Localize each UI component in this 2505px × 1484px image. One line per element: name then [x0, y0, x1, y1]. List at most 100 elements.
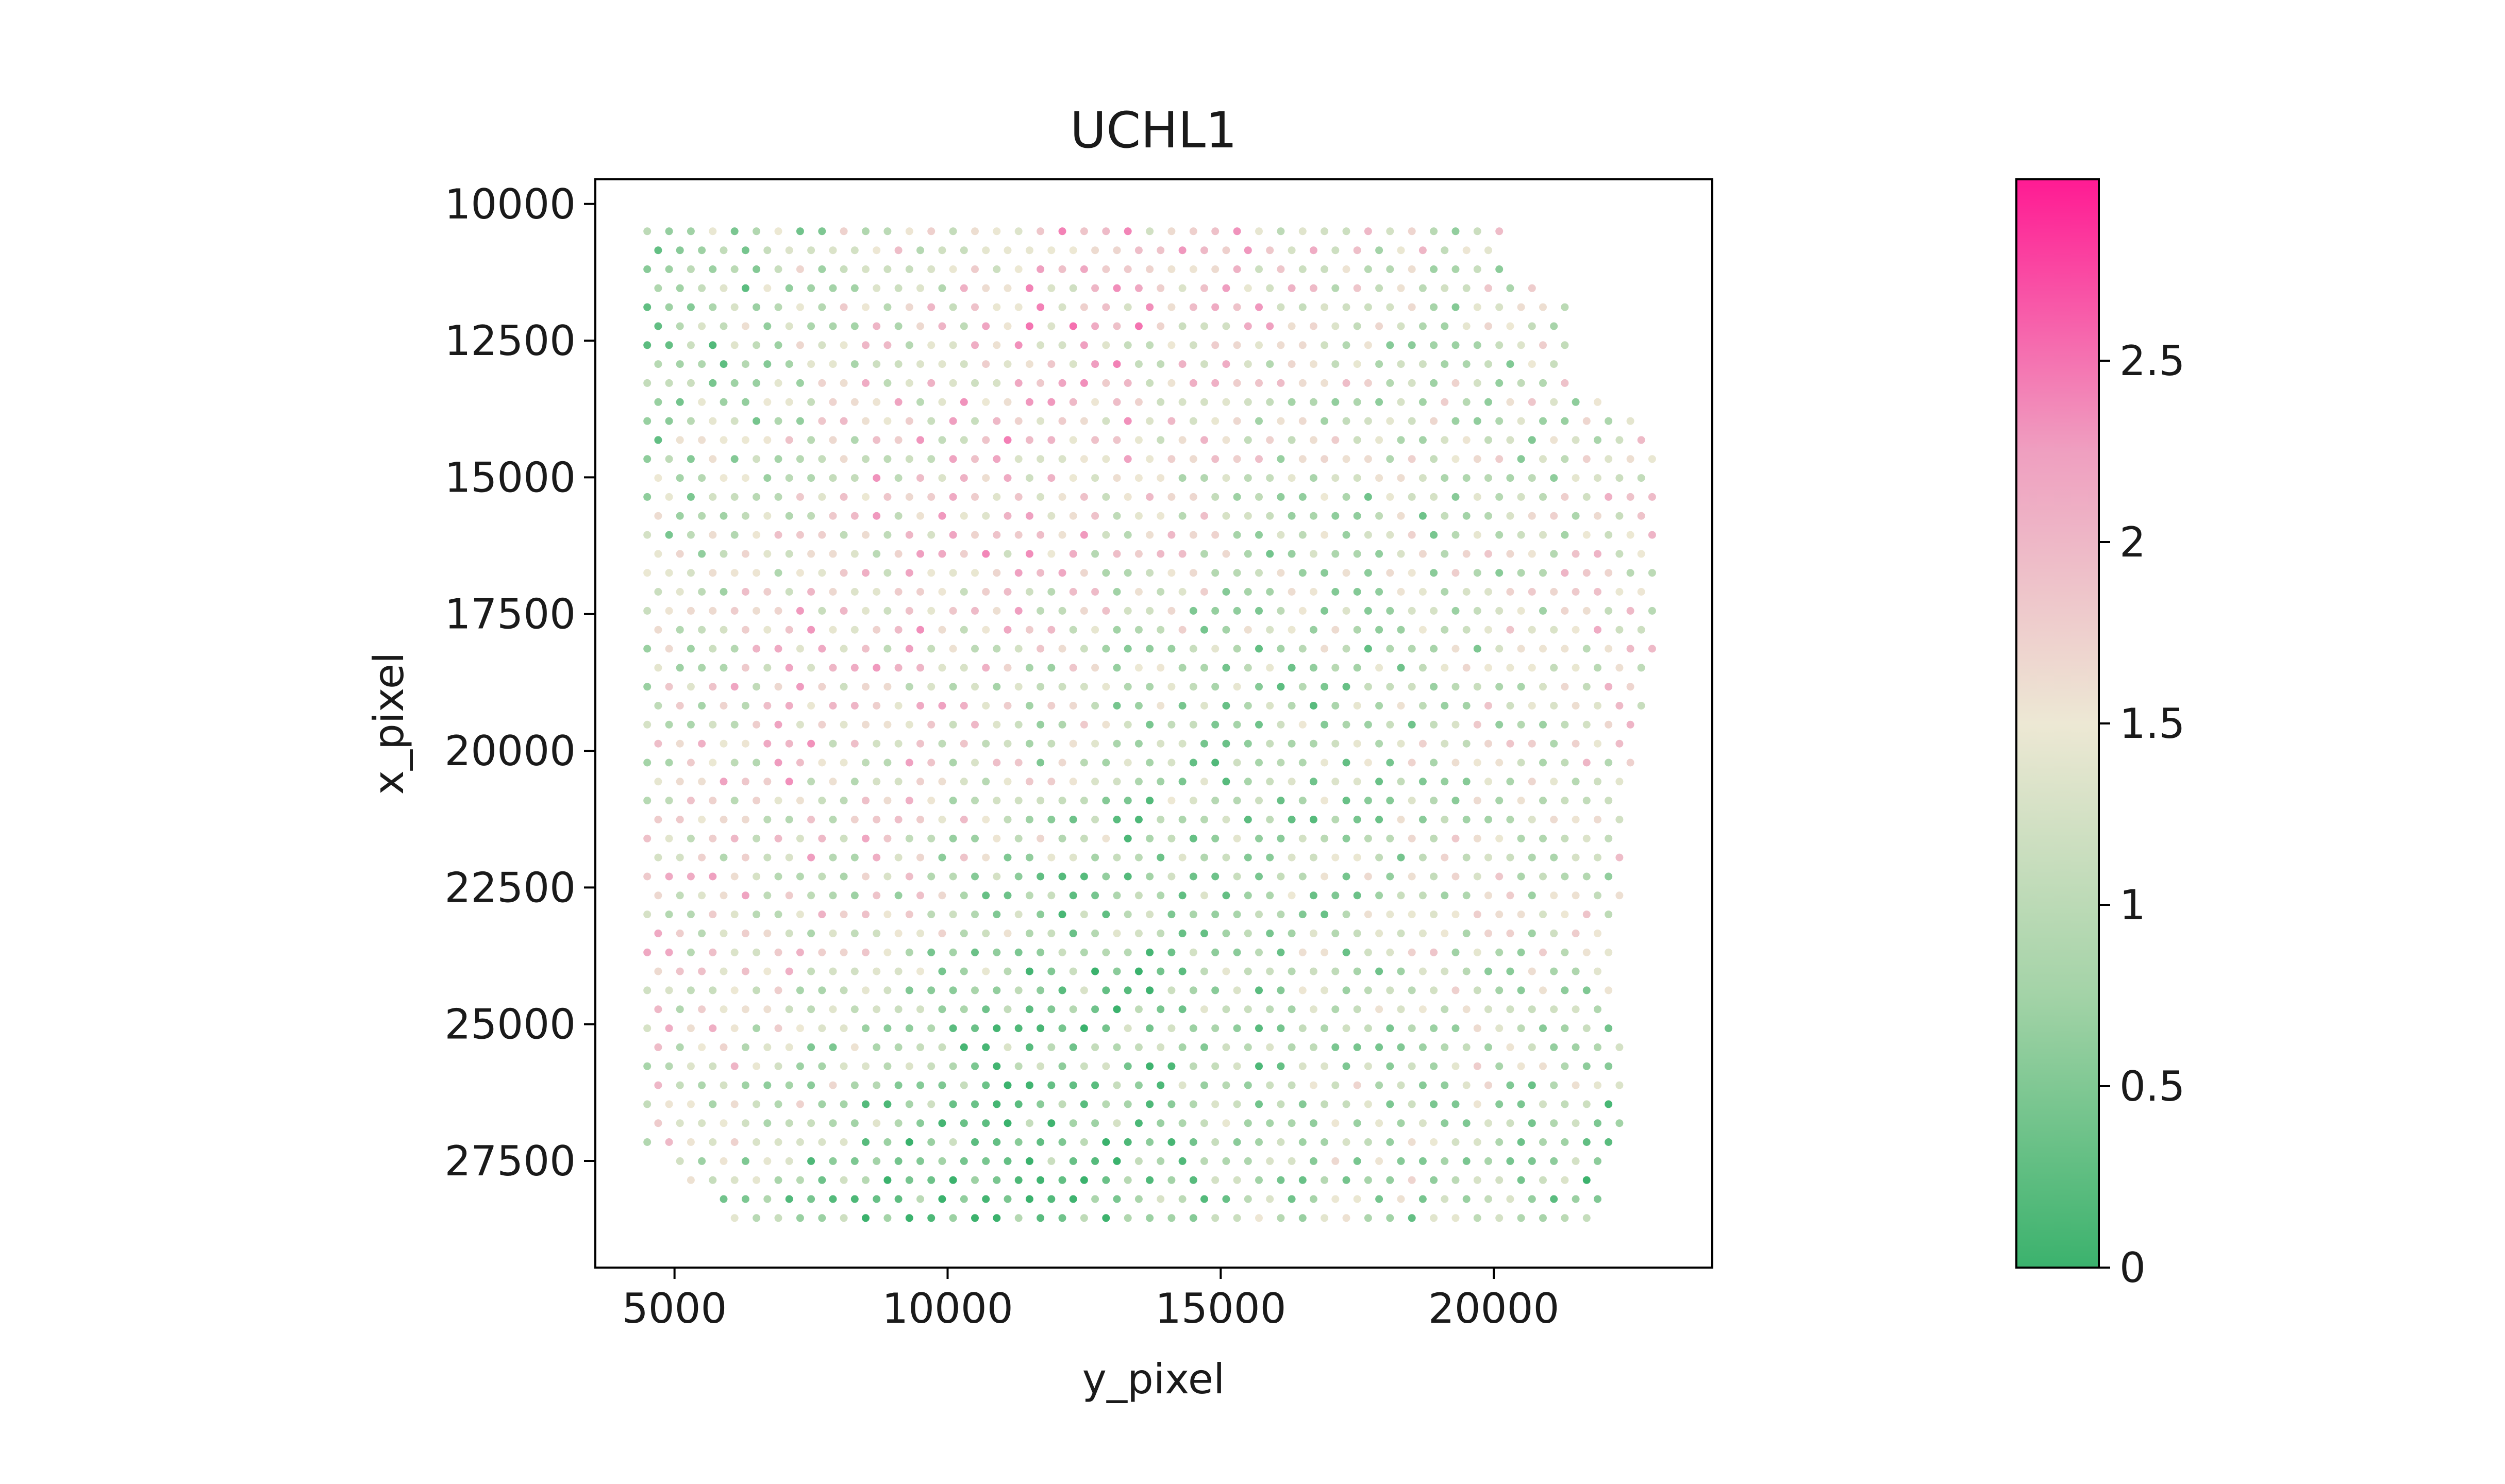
spot [774, 910, 782, 919]
spot [1353, 246, 1361, 255]
spot [1539, 948, 1547, 956]
spot [1167, 645, 1176, 653]
spot [1331, 739, 1340, 748]
spot [1178, 1005, 1187, 1014]
spot [730, 872, 739, 881]
spot [1462, 1157, 1471, 1165]
spot [1244, 512, 1252, 520]
spot [643, 683, 652, 691]
spot [1255, 417, 1263, 425]
spot [1004, 664, 1012, 672]
spot [1375, 550, 1383, 558]
spot [1528, 929, 1536, 937]
spot [1408, 910, 1416, 919]
spot [1134, 1043, 1143, 1051]
spot [949, 1062, 957, 1070]
spot [894, 436, 903, 444]
spot [850, 1043, 859, 1051]
spot [1134, 702, 1143, 710]
spot [1266, 1195, 1274, 1203]
spot [1331, 626, 1340, 634]
spot [1277, 1138, 1285, 1146]
spot [1222, 246, 1230, 255]
spot [1025, 550, 1033, 558]
spot [1495, 1100, 1504, 1108]
spot [1277, 645, 1285, 653]
spot [1386, 417, 1394, 425]
spot [1418, 322, 1427, 330]
spot [1408, 1062, 1416, 1070]
spot [709, 645, 717, 653]
spot [720, 1195, 728, 1203]
spot [1080, 1100, 1088, 1108]
spot [883, 910, 892, 919]
spot [1495, 1214, 1504, 1222]
spot [1342, 1100, 1350, 1108]
spot [1266, 702, 1274, 710]
spot [1386, 758, 1394, 767]
spot [1495, 417, 1504, 425]
spot [654, 816, 662, 823]
spot [785, 1005, 793, 1014]
spot [796, 265, 804, 273]
spot [840, 986, 848, 994]
spot [840, 1176, 848, 1184]
spot [1288, 778, 1296, 786]
spot [720, 967, 728, 975]
spot [643, 834, 652, 842]
spot [1288, 360, 1296, 368]
spot [1331, 702, 1340, 710]
spot [829, 778, 837, 786]
spot [665, 948, 673, 956]
spot [1047, 853, 1056, 862]
spot [1189, 834, 1197, 842]
spot [1309, 853, 1317, 862]
spot [1178, 1119, 1187, 1127]
spot [1200, 284, 1208, 292]
spot [1353, 322, 1361, 330]
spot [785, 322, 793, 330]
spot [1321, 683, 1329, 691]
spot [709, 872, 717, 881]
spot [1572, 739, 1580, 748]
spot [938, 702, 946, 710]
spot [1517, 379, 1525, 387]
spot [1167, 227, 1176, 235]
spot [720, 436, 728, 444]
spot [1539, 606, 1547, 615]
spot [1605, 872, 1613, 881]
spot [1342, 1024, 1350, 1033]
spot [1124, 986, 1132, 994]
spot [1342, 720, 1350, 729]
spot [730, 1062, 739, 1070]
spot [905, 265, 913, 273]
spot [1189, 948, 1197, 956]
spot [1069, 626, 1077, 634]
spot [1364, 493, 1372, 501]
spot [1222, 360, 1230, 368]
spot [873, 360, 881, 368]
spot [1484, 588, 1492, 596]
spot [796, 379, 804, 387]
spot [1451, 683, 1460, 691]
spot [1528, 626, 1536, 634]
spot [1353, 360, 1361, 368]
spot [1102, 834, 1110, 842]
spot [654, 1119, 662, 1127]
spot [1211, 493, 1220, 501]
spot [1441, 891, 1449, 900]
spot [698, 588, 706, 596]
spot [818, 834, 826, 842]
spot [1058, 1138, 1066, 1146]
spot [785, 739, 793, 748]
spot [1441, 588, 1449, 596]
spot [949, 227, 957, 235]
spot [1364, 910, 1372, 919]
spot [938, 967, 946, 975]
spot [883, 1062, 892, 1070]
spot [774, 1100, 782, 1108]
spot [1561, 1176, 1569, 1184]
spot [1069, 436, 1077, 444]
spot [1266, 967, 1274, 975]
spot [883, 1024, 892, 1033]
